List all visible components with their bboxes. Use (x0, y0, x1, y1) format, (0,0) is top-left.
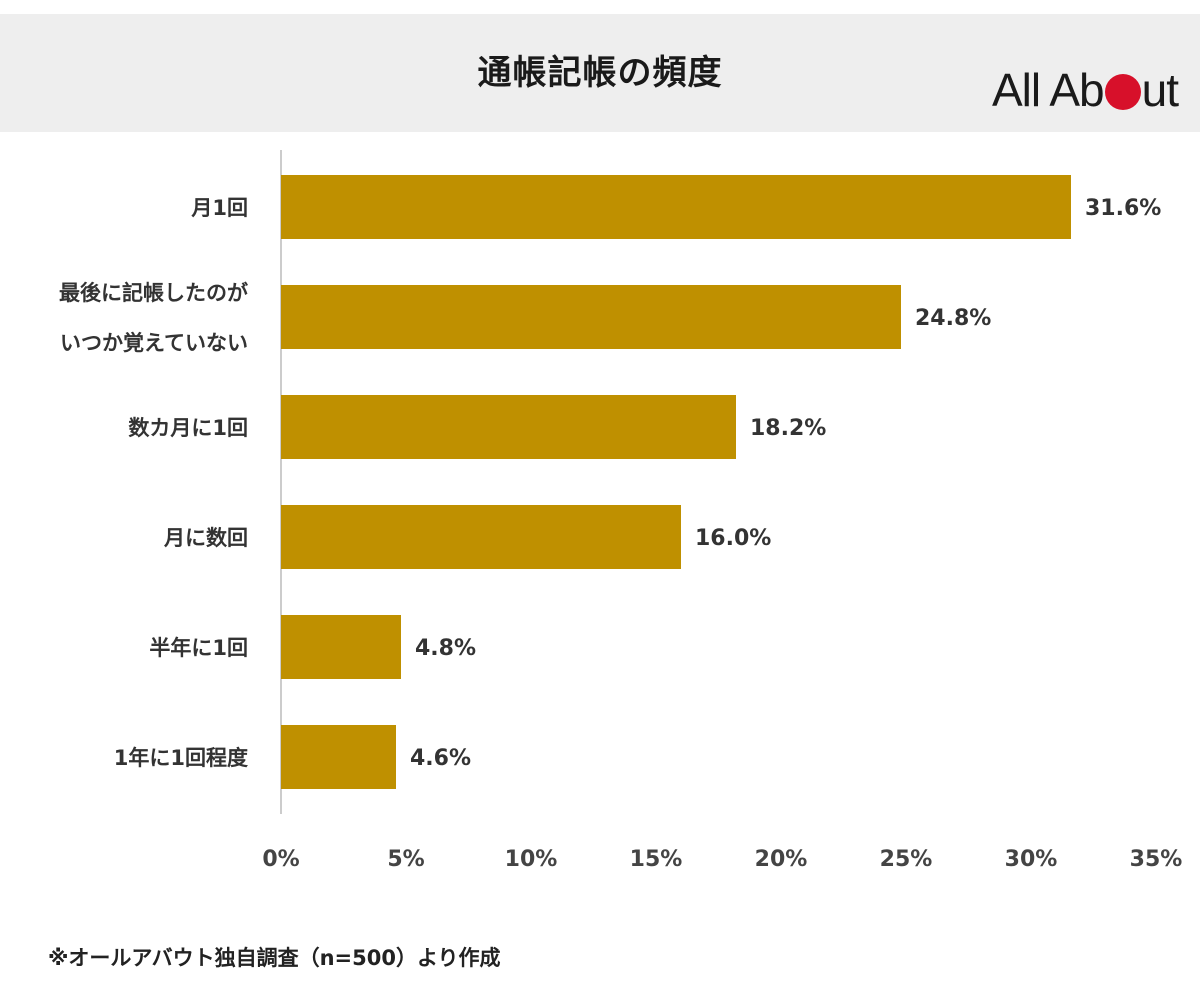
bar (281, 615, 401, 679)
header-band: 通帳記帳の頻度 All Ab ut (0, 14, 1200, 132)
value-label: 16.0% (695, 526, 771, 551)
category-label: 1年に1回程度 (114, 746, 248, 770)
category-label: 最後に記帳したのが (59, 281, 248, 305)
value-label: 4.8% (415, 636, 476, 661)
value-label: 24.8% (915, 306, 991, 331)
category-label: 数カ月に1回 (128, 416, 248, 440)
logo-text-end: ut (1141, 64, 1179, 116)
x-tick-label: 25% (880, 847, 933, 872)
x-tick-label: 5% (387, 847, 424, 872)
x-tick-label: 20% (755, 847, 808, 872)
x-tick-label: 35% (1130, 847, 1183, 872)
bar (281, 175, 1071, 239)
value-label: 18.2% (750, 416, 826, 441)
x-tick-label: 10% (505, 847, 558, 872)
chart-title: 通帳記帳の頻度 (477, 53, 723, 93)
category-label: 月に数回 (163, 526, 248, 550)
bar (281, 395, 736, 459)
source-footnote: ※オールアバウト独自調査（n=500）より作成 (48, 946, 501, 970)
category-label: 半年に1回 (149, 636, 248, 660)
value-label: 4.6% (410, 746, 471, 771)
category-label: 月1回 (190, 196, 248, 220)
bar (281, 725, 396, 789)
x-tick-label: 30% (1005, 847, 1058, 872)
logo-text-start: All Ab (991, 64, 1105, 116)
x-tick-label: 15% (630, 847, 683, 872)
x-tick-label: 0% (262, 847, 299, 872)
category-label: いつか覚えていない (60, 331, 248, 355)
value-label: 31.6% (1085, 196, 1161, 221)
bar (281, 505, 681, 569)
bar (281, 285, 901, 349)
logo-dot-icon (1104, 74, 1141, 110)
allabout-logo: All Ab ut (991, 64, 1179, 116)
